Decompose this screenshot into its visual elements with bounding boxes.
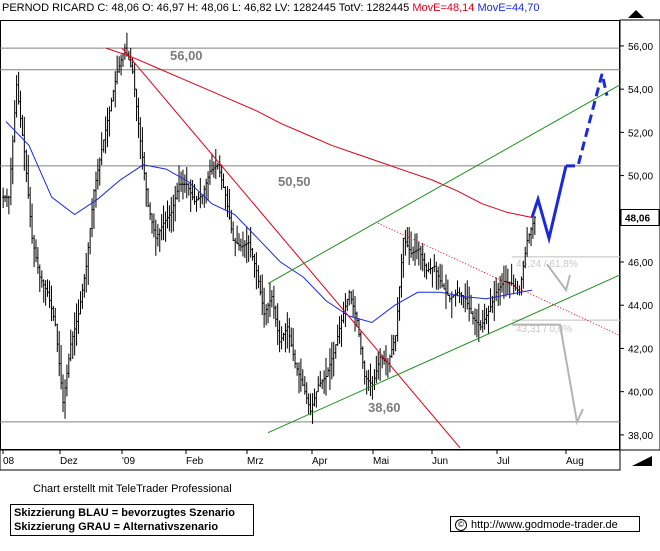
scenario-blue-path [530, 165, 568, 245]
legend-blue-scenario: Skizzierung BLAU = bevorzugtes Szenario [14, 507, 235, 519]
scenario-legend: Skizzierung BLAU = bevorzugtes Szenario … [10, 504, 254, 536]
y-tick-label: 56,00 [628, 42, 653, 53]
plot-area [0, 20, 620, 450]
scenario-blue-dashed-path [566, 73, 609, 168]
channel-lower-line [267, 274, 621, 434]
chart-credit: Chart erstellt mit TeleTrader Profession… [33, 483, 232, 495]
y-tick-label: 42,00 [628, 344, 653, 355]
moving-average-blue-label: MovE=44,70 [477, 2, 540, 14]
y-tick-label: 50,00 [628, 172, 653, 183]
level-label: 50,50 [278, 174, 311, 189]
ohlc-values: C: 48,06 O: 46,97 H: 48,06 L: 46,82 LV: … [94, 2, 413, 14]
scroll-up-arrow-icon [628, 10, 644, 18]
y-tick-label: 40,00 [628, 388, 653, 399]
x-tick-label: Jun [432, 456, 448, 467]
channel-upper-line [267, 84, 621, 285]
copyright-icon: © [455, 519, 467, 532]
y-tick-label: 52,00 [628, 128, 653, 139]
downtrend-line [121, 47, 461, 449]
x-tick-label: '09 [122, 456, 135, 467]
y-tick-label: 44,00 [628, 301, 653, 312]
legend-grey-scenario: Skizzierung GRAU = Alternativszenario [14, 521, 219, 533]
dotted-trend-line [377, 222, 621, 336]
x-tick-label: Feb [186, 456, 204, 467]
price-chart[interactable]: 56,0054,0052,0050,0048,0046,0044,0042,00… [0, 0, 660, 478]
level-label: 56,00 [170, 48, 203, 63]
website-link[interactable]: © http://www.godmode-trader.de [450, 516, 640, 532]
scenario-grey-path [546, 263, 571, 293]
fib-label: 43,31 / 0,0% [516, 324, 572, 335]
scenario-grey-path [512, 323, 584, 426]
last-price-label: 48,06 [625, 213, 650, 224]
resize-corner-icon [632, 456, 652, 466]
moving-average-line [5, 121, 533, 324]
level-label: 38,60 [368, 400, 401, 415]
y-axis-panel [619, 19, 660, 451]
y-tick-label: 54,00 [628, 85, 653, 96]
moving-average-red-label: MovE=48,14 [412, 2, 475, 14]
chart-header: PERNOD RICARD C: 48,06 O: 46,97 H: 48,06… [2, 2, 540, 14]
x-tick-label: Apr [312, 456, 328, 467]
x-axis-panel [0, 449, 621, 471]
website-url[interactable]: http://www.godmode-trader.de [471, 519, 618, 531]
x-tick-label: Mai [373, 456, 389, 467]
x-tick-label: Dez [60, 456, 78, 467]
x-tick-label: Mrz [247, 456, 264, 467]
x-tick-label: Aug [566, 456, 584, 467]
symbol-label: PERNOD RICARD [2, 2, 95, 14]
y-tick-label: 38,00 [628, 431, 653, 442]
candlesticks [2, 32, 536, 424]
x-tick-label: Jul [497, 456, 510, 467]
last-price-box [620, 208, 660, 226]
y-tick-label: 46,00 [628, 258, 653, 269]
moving-average-line [105, 47, 533, 218]
x-tick-label: 08 [3, 456, 15, 467]
